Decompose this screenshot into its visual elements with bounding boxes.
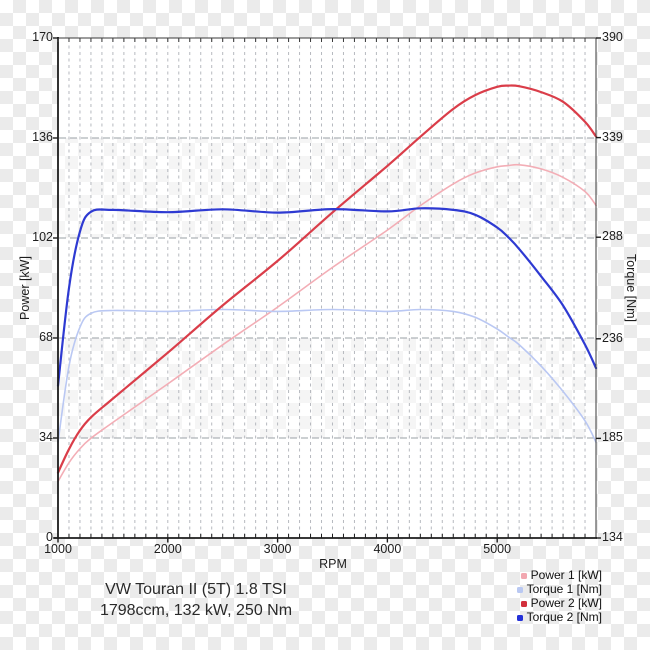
legend: Power 1 [kW] Torque 1 [Nm] Power 2 [kW] Tor… [516, 569, 602, 624]
power-tick-label: 136 [32, 130, 53, 144]
legend-item: Torque 2 [Nm] [516, 610, 602, 624]
chart-subtitle: 1798ccm, 132 kW, 250 Nm [99, 602, 293, 619]
curve-torque-2-nm [56, 207, 598, 387]
torque-tick-label: 390 [602, 30, 623, 44]
power-tick-label: 0 [46, 530, 53, 544]
power-tick-label: 68 [39, 330, 53, 344]
legend-marker-icon [520, 600, 527, 607]
torque-tick-label: 236 [602, 330, 623, 345]
legend-item: Power 1 [kW] [517, 569, 602, 582]
chart-title: VW Touran II (5T) 1.8 TSI [105, 581, 287, 598]
torque-tick-label: 134 [602, 530, 623, 544]
legend-marker-icon [516, 614, 523, 621]
power-axis-title: Power [kW] [18, 256, 32, 320]
torque-tick-label: 185 [602, 430, 623, 445]
curve-torque-1-nm [57, 308, 597, 444]
curve-power-1-kw [57, 163, 597, 483]
rpm-tick-label: 1000 [44, 542, 72, 556]
legend-label: Power 1 [kW] [530, 568, 602, 582]
curve-power-2-kw [56, 84, 598, 474]
power-tick-label: 34 [39, 430, 53, 444]
power-tick-label: 102 [32, 230, 53, 244]
torque-tick-label: 339 [602, 129, 623, 144]
legend-item: Power 2 [kW] [517, 597, 602, 610]
legend-marker-icon [520, 572, 527, 579]
legend-label: Power 2 [kW] [530, 596, 602, 610]
legend-label: Torque 1 [Nm] [526, 582, 602, 596]
rpm-tick-label: 3000 [263, 542, 292, 556]
torque-tick-label: 288 [602, 229, 623, 244]
rpm-tick-label: 2000 [153, 542, 182, 556]
rpm-tick-label: 4000 [373, 542, 402, 556]
torque-axis-title: Torque [Nm] [624, 253, 638, 323]
legend-label: Torque 2 [Nm] [526, 610, 602, 624]
chart-caption: VW Touran II (5T) 1.8 TSI 1798ccm, 132 k… [36, 579, 356, 621]
plot-band-white [58, 438, 596, 538]
rpm-tick-label: 5000 [483, 542, 512, 556]
rpm-axis-title: RPM [319, 557, 347, 571]
legend-marker-icon [516, 586, 523, 593]
plot-band-white [58, 38, 596, 138]
legend-item: Torque 1 [Nm] [516, 582, 602, 596]
power-tick-label: 170 [32, 30, 53, 44]
plot-band-white [58, 238, 596, 338]
